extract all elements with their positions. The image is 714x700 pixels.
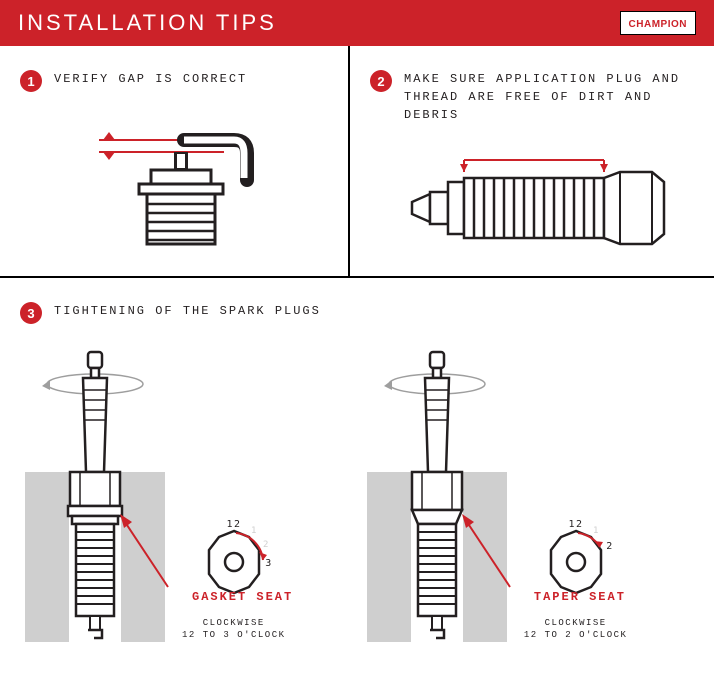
- panel-step-1: 1 VERIFY GAP IS CORRECT: [0, 46, 350, 276]
- taper-seat-column: 12 2 1 CLOCKWISE 12 TO 2 O'CLOCK TAPER S…: [362, 342, 694, 642]
- clockwise-text: CLOCKWISE: [182, 617, 286, 630]
- gasket-seat-column: 12 3 1 2 CLOCKWISE 12 TO 3 O'CLOCK GASKE…: [20, 342, 362, 642]
- clock-gasket: 12 3 1 2 CLOCKWISE 12 TO 3 O'CLOCK: [182, 517, 286, 642]
- clock-label: CLOCKWISE 12 TO 2 O'CLOCK: [524, 617, 628, 642]
- panel-step-2: 2 MAKE SURE APPLICATION PLUG AND THREAD …: [350, 46, 714, 276]
- svg-text:1: 1: [593, 526, 600, 536]
- tightening-content: 12 3 1 2 CLOCKWISE 12 TO 3 O'CLOCK GASKE…: [20, 342, 694, 642]
- step-header-1: 1 VERIFY GAP IS CORRECT: [20, 70, 328, 92]
- clock-label: CLOCKWISE 12 TO 3 O'CLOCK: [182, 617, 286, 642]
- step-header-2: 2 MAKE SURE APPLICATION PLUG AND THREAD …: [370, 70, 694, 124]
- spark-plug-taper-svg: [362, 342, 512, 642]
- taper-seat-label: TAPER SEAT: [534, 590, 626, 604]
- step-header-3: 3 TIGHTENING OF THE SPARK PLUGS: [20, 302, 694, 324]
- spark-plug-gap-svg: [59, 110, 289, 250]
- step-title: VERIFY GAP IS CORRECT: [54, 70, 247, 88]
- top-row: 1 VERIFY GAP IS CORRECT: [0, 46, 714, 278]
- spark-plug-gasket-svg: [20, 342, 170, 642]
- svg-text:3: 3: [265, 558, 273, 569]
- clock-range-text: 12 TO 2 O'CLOCK: [524, 629, 628, 642]
- svg-text:1: 1: [251, 526, 258, 536]
- svg-text:12: 12: [226, 519, 241, 530]
- step-number-badge: 3: [20, 302, 42, 324]
- spark-plug-side-svg: [382, 142, 682, 262]
- header-bar: INSTALLATION TIPS CHAMPION: [0, 0, 714, 46]
- panel-step-3: 3 TIGHTENING OF THE SPARK PLUGS: [0, 278, 714, 652]
- clock-taper: 12 2 1 CLOCKWISE 12 TO 2 O'CLOCK: [524, 517, 628, 642]
- svg-text:2: 2: [263, 540, 270, 550]
- thread-diagram: [370, 142, 694, 262]
- svg-text:2: 2: [606, 541, 614, 552]
- clock-range-text: 12 TO 3 O'CLOCK: [182, 629, 286, 642]
- page-title: INSTALLATION TIPS: [18, 10, 277, 36]
- svg-text:12: 12: [568, 519, 583, 530]
- step-number-badge: 2: [370, 70, 392, 92]
- brand-badge: CHAMPION: [620, 11, 696, 35]
- step-number-badge: 1: [20, 70, 42, 92]
- step-title: TIGHTENING OF THE SPARK PLUGS: [54, 302, 321, 320]
- clockwise-text: CLOCKWISE: [524, 617, 628, 630]
- gasket-seat-label: GASKET SEAT: [192, 590, 293, 604]
- gap-diagram: [20, 110, 328, 250]
- brand-text: CHAMPION: [629, 19, 687, 30]
- step-title: MAKE SURE APPLICATION PLUG AND THREAD AR…: [404, 70, 694, 124]
